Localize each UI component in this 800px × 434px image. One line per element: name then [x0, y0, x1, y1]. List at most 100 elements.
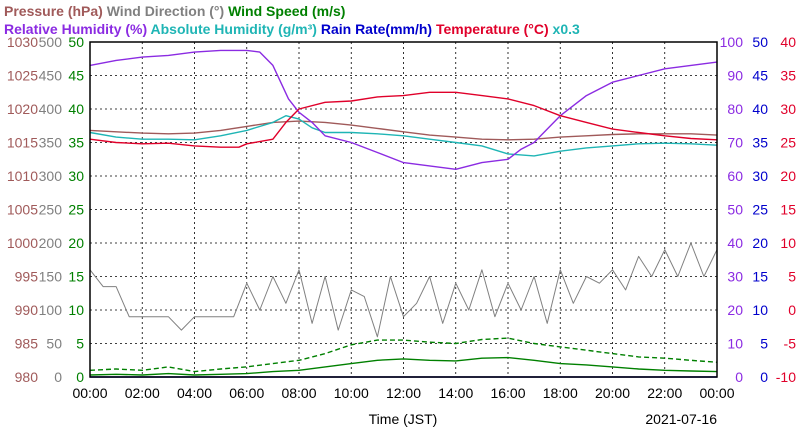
- pressure-tick-label: 1010: [7, 168, 38, 184]
- temperature-tick-label: 20: [780, 168, 796, 184]
- temperature-tick-label: 40: [780, 34, 796, 50]
- x-axis: 00:00 02:00 04:00 06:00 08:00 10:00 12:00 14:00…: [72, 385, 734, 401]
- pressure-tick-label: 1020: [7, 101, 38, 117]
- legend-rain_rate: Rain Rate(mm/h): [317, 21, 432, 37]
- wind_speed-tick-label: 50: [68, 34, 84, 50]
- temperature-tick-label: 0: [788, 302, 796, 318]
- rain_rate-tick-label: 5: [760, 336, 768, 352]
- humidity-tick-label: 20: [727, 302, 743, 318]
- wind_direction-tick-label: 450: [39, 68, 63, 84]
- temperature-tick-label: -5: [784, 336, 797, 352]
- x-tick-label: 22:00: [647, 385, 682, 401]
- rain_rate-tick-label: 40: [752, 101, 768, 117]
- right-axes: 0 10 20 30 40 50 60 70 80 90 100 0 5 10 15 20 25 30 35 40 45…: [720, 34, 797, 385]
- x-tick-label: 12:00: [386, 385, 421, 401]
- x-tick-label: 06:00: [229, 385, 264, 401]
- humidity-tick-label: 30: [727, 269, 743, 285]
- left-axes: 9809859909951000100510101015102010251030…: [7, 34, 84, 385]
- wind_direction-tick-label: 400: [39, 101, 63, 117]
- series-wind_direction: [89, 242, 718, 338]
- wind_direction-tick-label: 100: [39, 302, 63, 318]
- wind_speed-tick-label: 45: [68, 68, 84, 84]
- x-tick-label: 00:00: [699, 385, 734, 401]
- wind_speed-tick-label: 0: [76, 369, 84, 385]
- rain_rate-tick-label: 30: [752, 168, 768, 184]
- rain_rate-tick-label: 35: [752, 135, 768, 151]
- date-label: 2021-07-16: [645, 411, 717, 427]
- wind_direction-tick-label: 300: [39, 168, 63, 184]
- rain_rate-tick-label: 10: [752, 302, 768, 318]
- humidity-tick-label: 50: [727, 202, 743, 218]
- x-tick-label: 10:00: [334, 385, 369, 401]
- temperature-tick-label: 5: [788, 269, 796, 285]
- temperature-tick-label: 15: [780, 202, 796, 218]
- pressure-tick-label: 1015: [7, 135, 38, 151]
- wind_speed-tick-label: 20: [68, 235, 84, 251]
- wind_direction-tick-label: 0: [54, 369, 62, 385]
- rain_rate-tick-label: 0: [760, 369, 768, 385]
- x-tick-label: 02:00: [125, 385, 160, 401]
- plot-frame: [89, 41, 718, 378]
- pressure-tick-label: 980: [15, 369, 39, 385]
- rain_rate-tick-label: 20: [752, 235, 768, 251]
- humidity-tick-label: 70: [727, 135, 743, 151]
- wind_speed-tick-label: 10: [68, 302, 84, 318]
- series-pressure: [89, 120, 718, 141]
- wind_direction-tick-label: 150: [39, 269, 63, 285]
- x-axis-label: Time (JST): [369, 411, 438, 427]
- humidity-tick-label: 60: [727, 168, 743, 184]
- wind_speed-tick-label: 40: [68, 101, 84, 117]
- humidity-tick-label: 10: [727, 336, 743, 352]
- humidity-tick-label: 90: [727, 68, 743, 84]
- wind_speed-tick-label: 30: [68, 168, 84, 184]
- x-tick-label: 18:00: [543, 385, 578, 401]
- legend-temperature: Temperature (°C): [432, 21, 549, 37]
- x-tick-label: 00:00: [72, 385, 107, 401]
- wind_direction-tick-label: 250: [39, 202, 63, 218]
- wind_direction-tick-label: 50: [46, 336, 62, 352]
- x-tick-label: 04:00: [177, 385, 212, 401]
- pressure-tick-label: 1000: [7, 235, 38, 251]
- series-temperature: [89, 91, 718, 148]
- series-wind_speed-max: [89, 337, 718, 373]
- temperature-tick-label: 35: [780, 68, 796, 84]
- wind_direction-tick-label: 200: [39, 235, 63, 251]
- series-wind_speed: [89, 356, 718, 376]
- humidity-tick-label: 40: [727, 235, 743, 251]
- temperature-tick-label: 25: [780, 135, 796, 151]
- temperature-tick-label: 30: [780, 101, 796, 117]
- rain_rate-tick-label: 50: [752, 34, 768, 50]
- temperature-tick-label: -10: [776, 369, 796, 385]
- legend: Pressure (hPa) Wind Direction (°) Wind S…: [4, 3, 580, 37]
- pressure-tick-label: 1005: [7, 202, 38, 218]
- temperature-tick-label: 10: [780, 235, 796, 251]
- pressure-tick-label: 990: [15, 302, 39, 318]
- x-tick-label: 20:00: [595, 385, 630, 401]
- legend-row: Relative Humidity (%) Absolute Humidity …: [4, 21, 580, 37]
- pressure-tick-label: 1030: [7, 34, 38, 50]
- wind_speed-tick-label: 35: [68, 135, 84, 151]
- x-tick-label: 14:00: [438, 385, 473, 401]
- wind_direction-tick-label: 350: [39, 135, 63, 151]
- wind_speed-tick-label: 5: [76, 336, 84, 352]
- legend-relative_humidity: Relative Humidity (%): [4, 21, 147, 37]
- rain_rate-tick-label: 15: [752, 269, 768, 285]
- rain_rate-tick-label: 25: [752, 202, 768, 218]
- legend-pressure: Pressure (hPa): [4, 3, 103, 19]
- wind_speed-tick-label: 25: [68, 202, 84, 218]
- pressure-tick-label: 985: [15, 336, 39, 352]
- x-tick-label: 16:00: [490, 385, 525, 401]
- wind_speed-tick-label: 15: [68, 269, 84, 285]
- legend-absolute_humidity: Absolute Humidity (g/m³): [147, 21, 317, 37]
- x-tick-label: 08:00: [281, 385, 316, 401]
- pressure-tick-label: 995: [15, 269, 39, 285]
- legend-wind_direction: Wind Direction (°): [103, 3, 224, 19]
- series-relative_humidity: [89, 49, 718, 171]
- humidity-tick-label: 80: [727, 101, 743, 117]
- legend-row: Pressure (hPa) Wind Direction (°) Wind S…: [4, 3, 345, 19]
- pressure-tick-label: 1025: [7, 68, 38, 84]
- humidity-tick-label: 100: [720, 34, 744, 50]
- legend-scale_note: x0.3: [549, 21, 580, 37]
- rain_rate-tick-label: 45: [752, 68, 768, 84]
